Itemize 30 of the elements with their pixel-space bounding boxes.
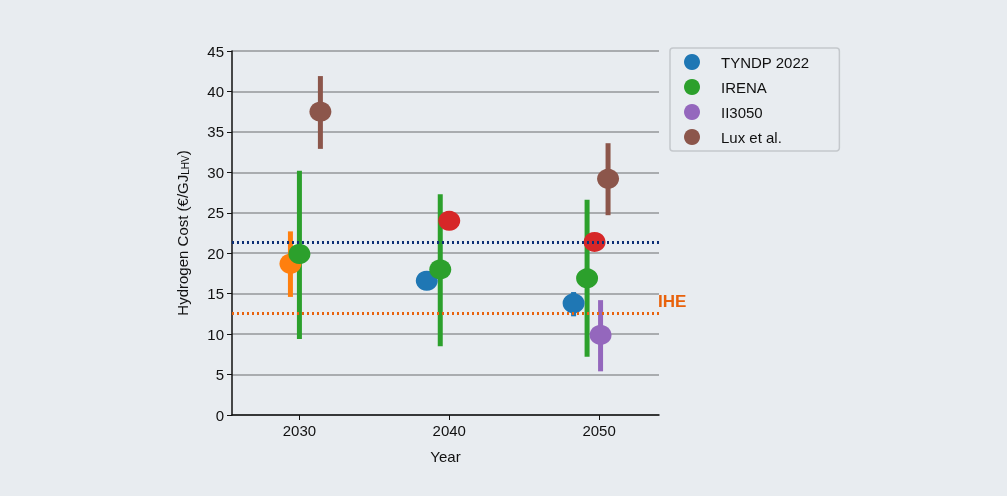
y-tick-label: 5: [215, 366, 224, 384]
y-tick-label: 20: [207, 244, 224, 262]
y-tick-label: 30: [207, 163, 224, 181]
y-tick-label: 35: [207, 123, 224, 141]
y-tick-label: 0: [215, 406, 224, 424]
point: [589, 324, 612, 345]
y-tick-label: 45: [207, 42, 224, 60]
y-tick-label: 40: [207, 82, 224, 100]
x-axis-title: Year: [430, 448, 461, 465]
point: [415, 270, 438, 291]
legend-label: Lux et al.: [721, 128, 782, 146]
x-tick-label: 2040: [432, 422, 466, 439]
point: [562, 293, 585, 314]
point: [583, 231, 606, 252]
legend-label: TYNDP 2022: [721, 53, 810, 71]
point: [597, 168, 620, 189]
point: [288, 244, 311, 265]
x-tick-label: 2030: [282, 422, 317, 439]
x-tick-label: 2050: [582, 422, 616, 439]
y-tick-label: 15: [207, 285, 224, 303]
y-axis-title: Hydrogen Cost (€/GJLHV): [173, 150, 191, 316]
ref-line-label: IHE: [658, 291, 687, 311]
legend-label: II3050: [721, 103, 763, 121]
point: [309, 101, 332, 122]
legend-label: IRENA: [721, 78, 767, 96]
y-tick-label: 10: [207, 325, 224, 343]
point: [438, 210, 461, 231]
point: [576, 268, 599, 289]
y-tick-label: 25: [207, 204, 224, 222]
point: [429, 259, 452, 280]
